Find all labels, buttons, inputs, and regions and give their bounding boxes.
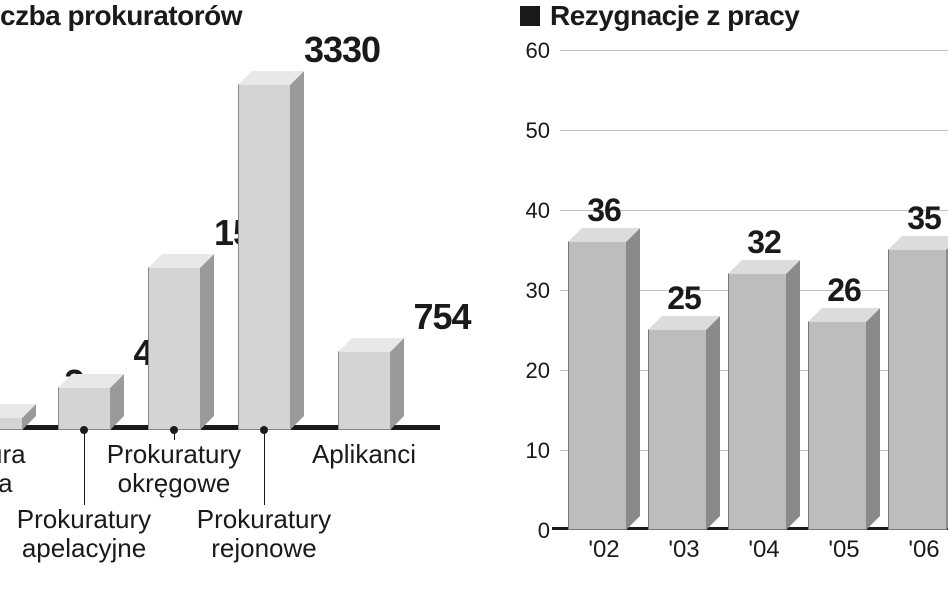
right-bar-value: 25 — [644, 280, 724, 317]
right-category-label: '04 — [722, 536, 806, 564]
right-bar — [888, 236, 948, 530]
right-ytick-label: 10 — [510, 438, 550, 464]
right-ytick-label: 0 — [510, 518, 550, 544]
figure-root: czba prokuratorów Rezygnacje z pracy 3at… — [0, 0, 948, 593]
right-bar-value: 32 — [724, 224, 804, 261]
right-bar — [648, 316, 720, 530]
right-bar — [568, 228, 640, 530]
right-ytick-label: 40 — [510, 198, 550, 224]
right-bar-value: 36 — [564, 192, 644, 229]
right-gridline — [560, 50, 948, 51]
right-ytick-label: 50 — [510, 118, 550, 144]
right-chart: 0 10 20 30 40 50 60 36 '02 25 '03 32 '04 26 '05 35 '06 — [0, 0, 948, 593]
right-ytick-label: 60 — [510, 38, 550, 64]
right-bar — [808, 308, 880, 530]
right-category-label: '03 — [642, 536, 726, 564]
right-bar-value: 35 — [884, 200, 948, 237]
right-gridline — [560, 130, 948, 131]
right-ytick-label: 20 — [510, 358, 550, 384]
right-category-label: '05 — [802, 536, 886, 564]
right-category-label: '06 — [882, 536, 948, 564]
right-bar-value: 26 — [804, 272, 884, 309]
right-bar — [728, 260, 800, 530]
right-category-label: '02 — [562, 536, 646, 564]
right-ytick-label: 30 — [510, 278, 550, 304]
